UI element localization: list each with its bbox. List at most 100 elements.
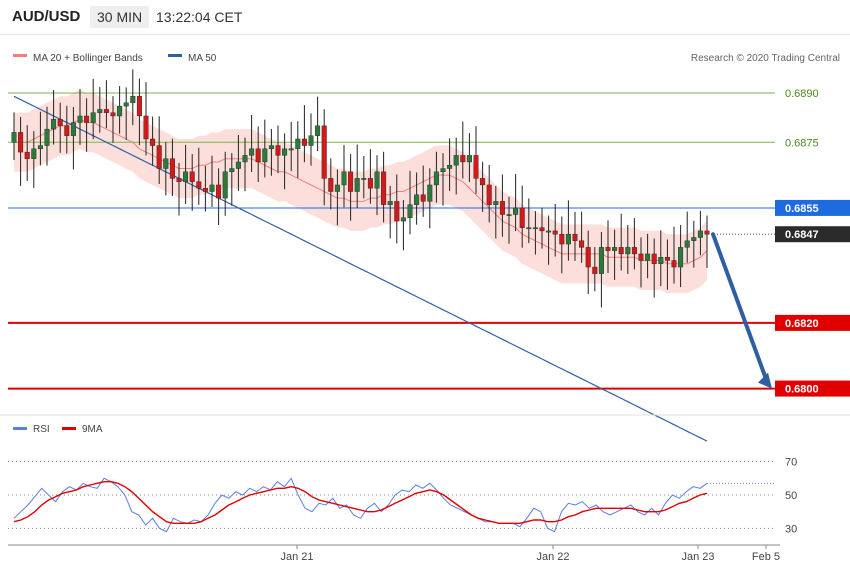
candle-bullish bbox=[532, 227, 538, 230]
candle-bearish bbox=[328, 178, 334, 192]
candle-bullish bbox=[684, 240, 690, 248]
candle-bullish bbox=[400, 217, 406, 222]
ma50-line bbox=[13, 95, 708, 442]
candle-bearish bbox=[136, 96, 142, 117]
candle-bearish bbox=[367, 178, 373, 189]
projection-arrowhead bbox=[758, 372, 772, 389]
candle-bullish bbox=[90, 112, 96, 123]
candle-bullish bbox=[354, 178, 360, 192]
candle-bearish bbox=[671, 260, 677, 268]
candle-bearish bbox=[301, 138, 307, 146]
candle-bullish bbox=[315, 125, 321, 136]
support-label: 0.6820 bbox=[785, 318, 819, 330]
rsi-legend: RSI 9MA bbox=[13, 424, 103, 435]
candle-bullish bbox=[123, 102, 129, 107]
candle-bearish bbox=[150, 138, 156, 146]
candle-bearish bbox=[202, 188, 208, 192]
candle-bullish bbox=[229, 168, 235, 173]
candle-bearish bbox=[110, 112, 116, 117]
legend-swatch-9ma bbox=[62, 427, 76, 430]
candle-bearish bbox=[176, 178, 182, 182]
candle-bullish bbox=[440, 168, 446, 173]
candle-bearish bbox=[156, 145, 162, 169]
price-badges: 0.6855 0.6847 0.6820 0.6800 bbox=[775, 199, 850, 397]
candle-bullish bbox=[163, 158, 169, 169]
candle-bullish bbox=[453, 155, 459, 166]
candle-bullish bbox=[433, 171, 439, 186]
candle-bearish bbox=[592, 266, 598, 274]
last-price-badge bbox=[775, 226, 850, 243]
candle-bullish bbox=[414, 194, 420, 205]
candle-bearish bbox=[638, 253, 644, 261]
candle-bullish bbox=[565, 234, 571, 245]
candle-bullish bbox=[678, 247, 684, 268]
legend-label-ma50: MA 50 bbox=[188, 53, 217, 64]
candle-bullish bbox=[447, 165, 453, 169]
rsi-9ma-line bbox=[13, 481, 708, 524]
candle-bullish bbox=[407, 204, 413, 218]
candle-bearish bbox=[473, 155, 479, 179]
candle-bearish bbox=[84, 115, 90, 123]
candle-bullish bbox=[235, 161, 241, 169]
candle-bearish bbox=[18, 132, 24, 153]
time-axis: Jan 21 Jan 22 Jan 23 Feb 5 bbox=[8, 544, 780, 563]
candle-bullish bbox=[295, 138, 301, 150]
candle-bullish bbox=[466, 155, 472, 163]
rsi-tick-label: 70 bbox=[785, 457, 797, 469]
research-credit: Research © 2020 Trading Central bbox=[691, 53, 840, 64]
time-tick-label: Jan 22 bbox=[536, 551, 569, 563]
candle-bearish bbox=[539, 227, 545, 232]
candle-bullish bbox=[288, 148, 294, 151]
candle-bullish bbox=[427, 184, 433, 202]
candle-bullish bbox=[308, 135, 314, 146]
moving-averages bbox=[13, 95, 708, 442]
candle-bearish bbox=[321, 125, 327, 179]
candle-bullish bbox=[77, 115, 83, 123]
symbol-label: AUD/USD bbox=[12, 8, 81, 25]
projection-line bbox=[711, 232, 769, 384]
candle-bullish bbox=[282, 148, 288, 156]
candle-bullish bbox=[645, 253, 651, 261]
candle-bearish bbox=[519, 207, 525, 228]
candle-bearish bbox=[169, 158, 175, 179]
candle-bullish bbox=[658, 257, 664, 264]
candle-bullish bbox=[117, 105, 123, 117]
candle-bullish bbox=[493, 201, 499, 205]
candle-bearish bbox=[572, 234, 578, 241]
support-badge bbox=[775, 314, 850, 331]
candle-bullish bbox=[546, 230, 552, 233]
time-tick-label: Feb 5 bbox=[752, 551, 780, 563]
candle-bullish bbox=[11, 132, 17, 143]
legend-label-bollinger: MA 20 + Bollinger Bands bbox=[33, 53, 143, 64]
timeframe-badge[interactable]: 30 MIN bbox=[90, 6, 150, 28]
candle-bullish bbox=[242, 155, 248, 163]
candle-bullish bbox=[249, 148, 255, 156]
legend-swatch-ma50 bbox=[168, 54, 182, 57]
candle-bullish bbox=[506, 214, 512, 216]
ma20-line bbox=[14, 118, 708, 265]
candle-bullish bbox=[37, 145, 43, 150]
time-tick-label: Jan 23 bbox=[681, 551, 714, 563]
projection-arrow bbox=[711, 232, 772, 389]
legend-label-9ma: 9MA bbox=[82, 424, 103, 435]
candle-bullish bbox=[341, 171, 347, 186]
candle-bearish bbox=[381, 171, 387, 205]
resistance-label: 0.6875 bbox=[785, 137, 819, 149]
candle-bullish bbox=[51, 119, 57, 130]
main-legend: MA 20 + Bollinger Bands MA 50 Research ©… bbox=[13, 53, 840, 64]
time-tick-label: Jan 21 bbox=[280, 551, 313, 563]
candle-bearish bbox=[631, 247, 637, 255]
candle-bearish bbox=[216, 184, 222, 199]
candle-bearish bbox=[348, 171, 354, 192]
candle-bearish bbox=[143, 115, 149, 140]
legend-swatch-rsi bbox=[13, 427, 27, 430]
support-badge bbox=[775, 380, 850, 397]
candle-bullish bbox=[209, 184, 215, 192]
candle-bearish bbox=[559, 234, 565, 245]
candle-bullish bbox=[361, 178, 367, 180]
candle-bearish bbox=[275, 145, 281, 156]
candle-bullish bbox=[44, 128, 50, 146]
candle-bearish bbox=[618, 247, 624, 255]
candle-bullish bbox=[183, 171, 189, 182]
